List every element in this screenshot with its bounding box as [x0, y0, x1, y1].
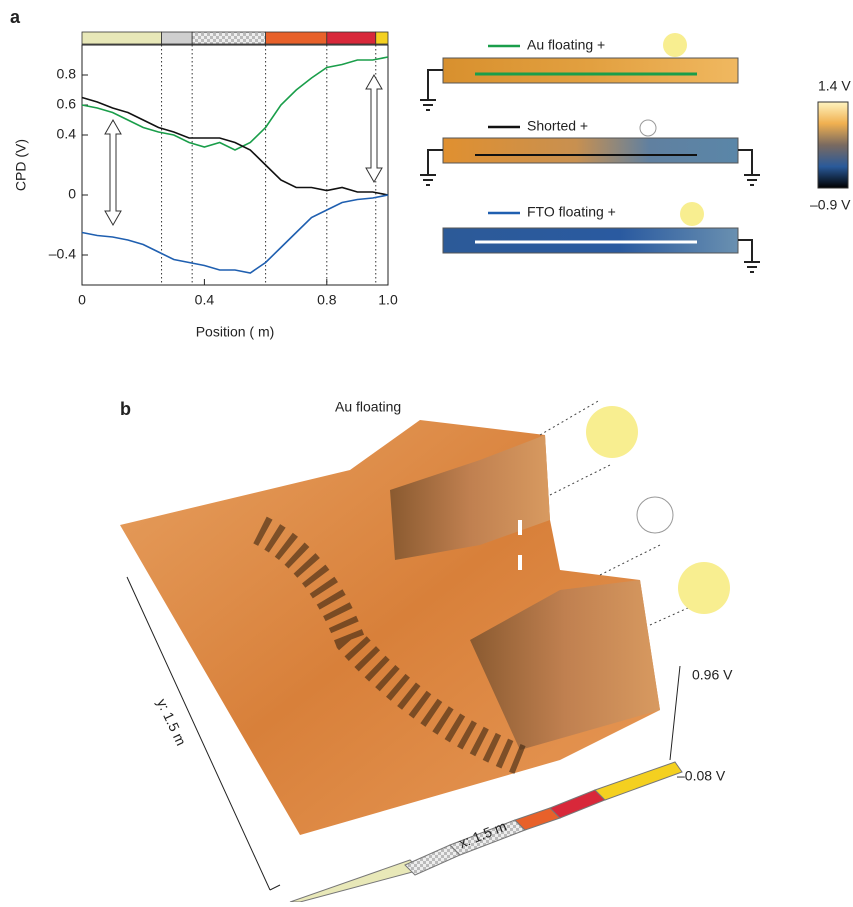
plot-frame	[82, 45, 388, 285]
y-label: y: 1.5 m	[154, 696, 190, 748]
surface-plot	[120, 400, 730, 902]
kpfm-strip	[443, 138, 738, 163]
layer-bar	[266, 32, 327, 44]
colorbar	[818, 102, 848, 188]
panel-label: a	[10, 7, 21, 27]
y-tick-label: 0.4	[57, 126, 77, 142]
layer-bar	[550, 790, 605, 818]
legend-label: Shorted +	[527, 118, 588, 134]
kpfm-images	[420, 33, 760, 272]
y-tick-label: 0.8	[57, 66, 77, 82]
colorbar-min: –0.9 V	[810, 197, 851, 213]
layer-bar	[162, 32, 193, 44]
legend-label: Au floating +	[527, 37, 605, 53]
layer-bar	[595, 762, 682, 800]
x-axis-label: Position ( m)	[196, 324, 275, 340]
layer-bar	[376, 32, 388, 44]
data-line	[82, 98, 388, 196]
y-tick-label: 0	[68, 186, 76, 202]
surface-title: Au floating	[335, 399, 401, 415]
data-line	[82, 57, 388, 150]
y-tick-label: 0.6	[57, 96, 77, 112]
layer-bar	[290, 860, 420, 902]
layer-bar	[82, 32, 162, 44]
x-tick-label: 0.8	[317, 292, 337, 308]
kpfm-strip	[443, 58, 738, 83]
bulb-off	[640, 120, 656, 136]
data-line	[82, 195, 388, 273]
ground	[420, 70, 443, 110]
double-arrow	[366, 75, 382, 182]
layer-bar	[192, 32, 265, 44]
z-min: –0.08 V	[677, 768, 726, 784]
y-axis-label: CPD (V)	[13, 139, 29, 191]
double-arrow	[105, 120, 121, 225]
bulb-on	[680, 202, 704, 226]
legend-label: FTO floating +	[527, 204, 616, 220]
y-tick-label: –0.4	[49, 246, 76, 262]
bulb-on	[586, 406, 638, 458]
x-tick-label: 1.0	[378, 292, 398, 308]
bulb-on	[663, 33, 687, 57]
colorbar-max: 1.4 V	[818, 78, 851, 94]
bulb-on	[678, 562, 730, 614]
layer-bar	[327, 32, 376, 44]
z-max: 0.96 V	[692, 667, 733, 683]
ground	[738, 240, 760, 272]
figure: a b 1.4 V –0.9 V Au floating	[0, 0, 853, 902]
panel-label: b	[120, 399, 131, 419]
layer-bar	[405, 845, 460, 875]
x-tick-label: 0	[78, 292, 86, 308]
x-tick-label: 0.4	[195, 292, 215, 308]
bulb-off	[637, 497, 673, 533]
